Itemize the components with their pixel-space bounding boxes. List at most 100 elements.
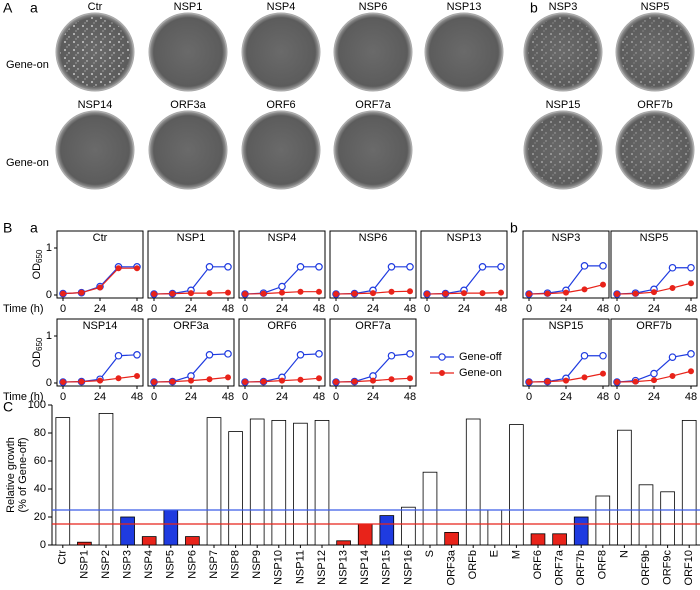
- x-tick-label: 24: [185, 303, 197, 315]
- point: [316, 375, 323, 382]
- point: [668, 263, 677, 272]
- point: [205, 262, 214, 271]
- x-tick-label: 0: [151, 303, 157, 315]
- point: [370, 290, 377, 297]
- legend-label: Gene-off: [459, 351, 503, 363]
- x-tick-label: 0: [614, 303, 620, 315]
- bar: [573, 516, 589, 546]
- x-tick-label: 0: [242, 391, 248, 403]
- plate-label: Ctr: [88, 1, 103, 13]
- x-tick-label: NSP4: [143, 550, 155, 579]
- point: [388, 288, 395, 295]
- point: [169, 378, 176, 385]
- bar: [465, 418, 481, 546]
- bar: [98, 412, 114, 546]
- x-tick-label: M: [510, 550, 522, 559]
- x-tick-label: 24: [94, 303, 106, 315]
- x-tick-label: 24: [560, 303, 572, 315]
- y-tick-label: 40: [34, 483, 46, 495]
- legend-marker: [439, 370, 446, 377]
- point: [650, 377, 657, 384]
- point: [581, 286, 588, 293]
- x-tick-label: ORF9b: [640, 550, 652, 585]
- point: [562, 377, 569, 384]
- point: [387, 262, 396, 271]
- plate-label: NSP4: [267, 1, 296, 13]
- plate: [148, 12, 228, 92]
- point: [169, 290, 176, 297]
- bar: [552, 533, 567, 546]
- x-tick-label: 24: [185, 391, 197, 403]
- bar: [530, 533, 546, 546]
- point: [687, 263, 695, 272]
- plate: [55, 110, 135, 190]
- chart-title: ORF7a: [355, 320, 391, 332]
- point: [632, 378, 639, 385]
- x-tick-label: ORF9c: [662, 550, 674, 585]
- plate-label: ORF3a: [170, 99, 206, 111]
- point: [133, 350, 141, 359]
- panel-label: A: [3, 0, 13, 16]
- y-axis-label: (% of Gene-off): [17, 438, 29, 513]
- x-tick-label: ORF6: [532, 550, 544, 579]
- x-tick-label: NSP5: [165, 550, 177, 579]
- bar: [249, 418, 265, 546]
- x-tick-label: 48: [685, 391, 697, 403]
- panel-label: b: [530, 0, 538, 16]
- point: [478, 262, 487, 271]
- bar: [357, 523, 373, 546]
- bar: [314, 419, 330, 546]
- point: [406, 262, 414, 271]
- x-tick-label: 0: [526, 391, 532, 403]
- x-tick-label: 0: [60, 303, 66, 315]
- y-tick-label: 1: [46, 242, 52, 254]
- y-tick-label: 0: [46, 377, 52, 389]
- bar: [163, 509, 179, 546]
- bar: [293, 422, 308, 546]
- legend-label: Gene-on: [459, 367, 502, 379]
- x-tick-label: Ctr: [57, 550, 69, 565]
- point: [351, 290, 358, 297]
- x-tick-label: 24: [648, 391, 660, 403]
- point: [225, 289, 232, 296]
- chart-title: NSP15: [549, 320, 584, 332]
- point: [599, 351, 607, 360]
- x-tick-label: NSP10: [273, 550, 285, 585]
- x-tick-label: 48: [685, 303, 697, 315]
- x-tick-label: 48: [404, 391, 416, 403]
- point: [296, 262, 305, 271]
- chart-title: NSP4: [268, 232, 297, 244]
- point: [205, 350, 214, 359]
- bar: [228, 431, 243, 546]
- colonies: [620, 115, 690, 185]
- point: [370, 377, 377, 384]
- x-tick-label: 24: [276, 391, 288, 403]
- point: [632, 290, 639, 297]
- y-axis-label-sub: 650: [35, 337, 44, 351]
- colonies: [60, 17, 130, 87]
- plate: [333, 12, 413, 92]
- point: [407, 288, 414, 295]
- x-tick-label: 24: [367, 391, 379, 403]
- point: [580, 351, 589, 360]
- y-axis-label: OD650: [31, 337, 44, 367]
- legend-marker: [438, 353, 446, 361]
- point: [650, 369, 658, 378]
- point: [78, 289, 85, 296]
- chart-title: NSP14: [83, 320, 118, 332]
- bar: [401, 506, 416, 546]
- y-tick-label: 0: [46, 289, 52, 301]
- point: [562, 289, 569, 296]
- x-tick-label: NSP2: [100, 550, 112, 579]
- point: [669, 284, 676, 291]
- point: [296, 350, 305, 359]
- chart-title: Ctr: [93, 232, 108, 244]
- point: [461, 290, 468, 297]
- point: [687, 368, 694, 375]
- y-tick-label: 1: [46, 330, 52, 342]
- x-tick-label: ORF10: [683, 550, 695, 585]
- y-axis-label: Relative growth: [5, 437, 17, 513]
- plate-label: NSP14: [78, 99, 113, 111]
- chart-title: ORF3a: [173, 320, 209, 332]
